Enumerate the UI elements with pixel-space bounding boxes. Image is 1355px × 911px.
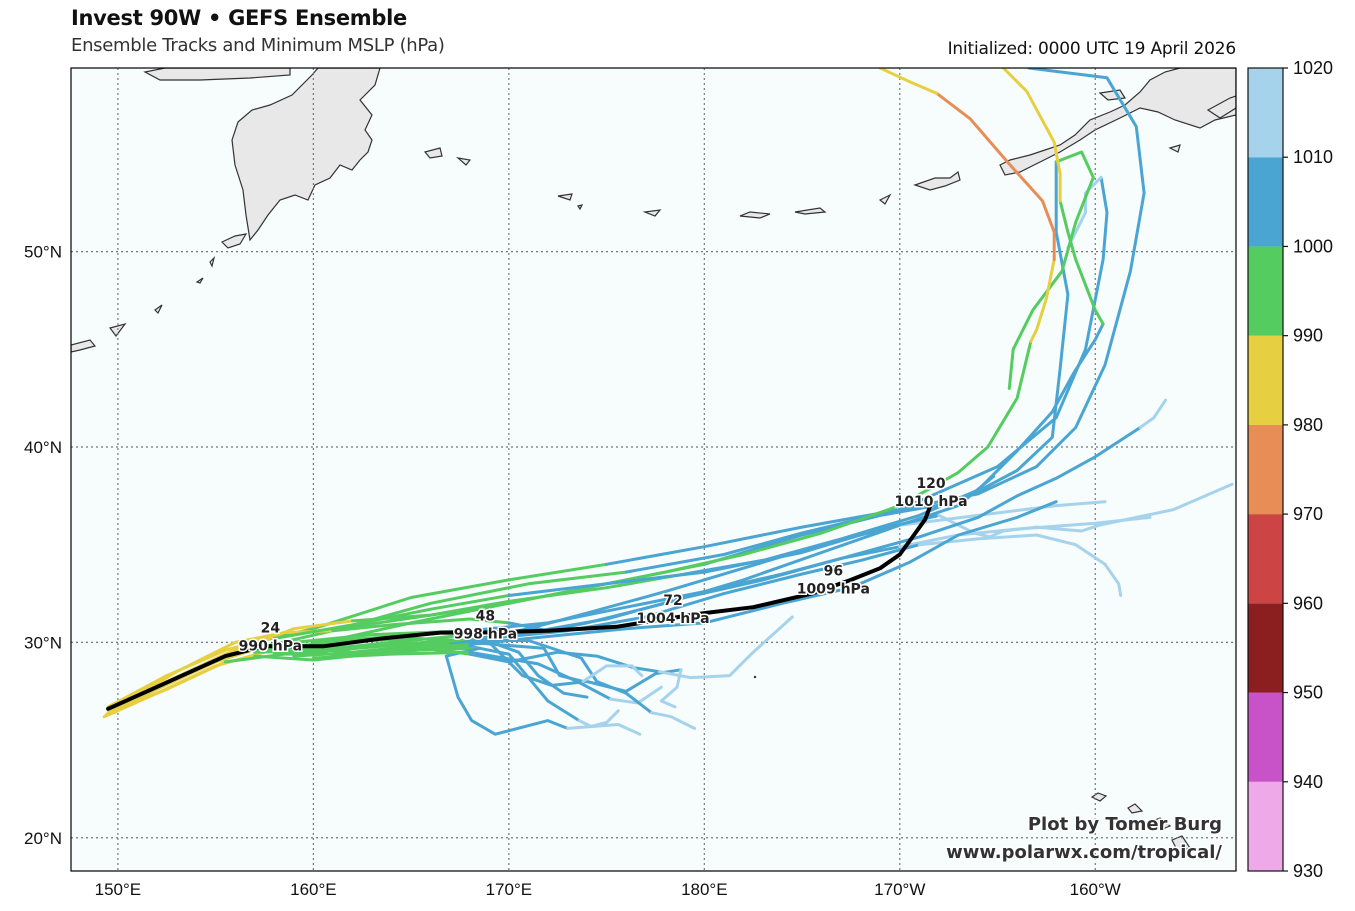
colorbar-tick-label: 970 (1293, 504, 1323, 524)
track-segment (898, 500, 1107, 527)
colorbar-frame (1247, 67, 1284, 872)
track-segment (657, 615, 794, 680)
track-segment (468, 640, 585, 683)
track-segment (444, 646, 569, 736)
colorbar-bin (1248, 603, 1283, 693)
track-segment (106, 660, 227, 715)
colorbar-bin (1248, 781, 1283, 871)
track-segment (878, 68, 939, 95)
land-kamchatka (231, 68, 381, 242)
land-aleutians (423, 147, 961, 219)
longitude-tick-label: 160°W (1070, 880, 1121, 899)
track-segment (581, 664, 644, 683)
track-segment (624, 68, 1146, 574)
track-segment (937, 482, 1234, 539)
longitude-tick-label: 180°E (681, 880, 728, 899)
ensemble-mean-track (106, 501, 934, 711)
forecast-hour-label: 96 (824, 564, 843, 580)
track-segment (311, 650, 472, 660)
chart-title: Invest 90W • GEFS Ensemble (71, 6, 407, 30)
colorbar-bin (1248, 514, 1283, 604)
forecast-hour-label: 24 (261, 620, 281, 636)
mean-track-line (106, 501, 934, 711)
colorbar-tick-label: 950 (1293, 683, 1323, 703)
forecast-hour-label: 48 (476, 609, 495, 625)
mslp-label: 998 hPa (454, 627, 517, 643)
colorbar-tick-label: 1000 (1293, 236, 1333, 256)
colorbar-tick-label: 940 (1293, 772, 1323, 792)
chart-subtitle: Ensemble Tracks and Minimum MSLP (hPa) (71, 35, 445, 56)
colorbar-bin (1248, 424, 1283, 515)
credit-author: Plot by Tomer Burg (1028, 814, 1222, 835)
latitude-ticks: 20°N 30°N 40°N 50°N (24, 243, 62, 848)
track-segment (659, 668, 683, 709)
credit-url[interactable]: www.polarwx.com/tropical/ (945, 841, 1224, 865)
track-segment (263, 570, 628, 648)
longitude-tick-label: 150°E (95, 880, 142, 899)
colorbar-tick-label: 960 (1293, 593, 1323, 613)
map-frame (70, 67, 1237, 872)
track-segment (292, 642, 472, 658)
initialized-time: Initialized: 0000 UTC 19 April 2026 (947, 39, 1237, 59)
land-coast-north (143, 68, 291, 81)
colorbar-tick-label: 980 (1293, 415, 1323, 435)
longitude-ticks: 150°E 160°E 170°E 180°E 170°W 160°W (95, 880, 1121, 899)
mslp-label: 1010 hPa (894, 494, 967, 510)
colorbar-tick-label: 930 (1293, 861, 1323, 881)
land-layer (71, 68, 1236, 853)
track-segment (683, 322, 1105, 576)
track-segment (468, 650, 661, 674)
colorbar-bin (1248, 68, 1283, 158)
track-segment (935, 91, 1056, 261)
forecast-hour-label: 120 (916, 476, 945, 492)
mean-track-labels: 24 990 hPa 48 998 hPa 72 1004 hPa 96 1009 hPa 12… (237, 474, 969, 656)
track-segment (577, 709, 620, 728)
track-segment (507, 513, 941, 597)
mslp-colorbar: 930 940 950 960 970 980 990 1000 1010 1020 (1247, 58, 1333, 881)
track-segment (253, 637, 491, 654)
track-segment (487, 640, 683, 693)
track-segment (331, 617, 511, 633)
track-segment (448, 426, 1142, 646)
track-segment (1138, 398, 1168, 429)
colorbar-bin (1248, 246, 1283, 336)
land-hawaii (1090, 792, 1191, 853)
colorbar-bin (1248, 157, 1283, 247)
colorbar-bin (1248, 335, 1283, 425)
mslp-label: 1009 hPa (797, 582, 870, 598)
colorbar-tick-label: 1020 (1293, 58, 1333, 78)
colorbar-tick-label: 1010 (1293, 147, 1333, 167)
latitude-tick-label: 50°N (24, 243, 62, 262)
track-segment (917, 533, 1123, 597)
track-segment (468, 500, 1058, 646)
latitude-tick-label: 30°N (24, 633, 62, 652)
track-segment (1001, 68, 1062, 203)
track-segment (1066, 175, 1103, 250)
member-track (272, 482, 1234, 640)
colorbar-bin (1248, 692, 1283, 782)
land-kurils (71, 233, 248, 353)
track-segment (1029, 258, 1056, 343)
track-segment (1007, 150, 1095, 390)
mslp-label: 990 hPa (239, 638, 302, 654)
track-segment (272, 594, 511, 640)
mslp-label: 1004 hPa (636, 611, 709, 627)
longitude-tick-label: 170°E (486, 880, 533, 899)
track-segment (351, 340, 1033, 623)
member-track (292, 500, 1058, 658)
latitude-tick-label: 40°N (24, 438, 62, 457)
track-segment (1058, 199, 1105, 326)
longitude-tick-label: 170°W (874, 880, 925, 899)
land-alaska (999, 68, 1236, 176)
longitude-tick-label: 160°E (290, 880, 337, 899)
track-segment (566, 723, 642, 736)
latitude-tick-label: 20°N (24, 829, 62, 848)
track-segment (650, 711, 696, 730)
track-segment (112, 629, 335, 711)
colorbar-tick-label: 990 (1293, 326, 1323, 346)
forecast-hour-label: 72 (663, 593, 682, 609)
